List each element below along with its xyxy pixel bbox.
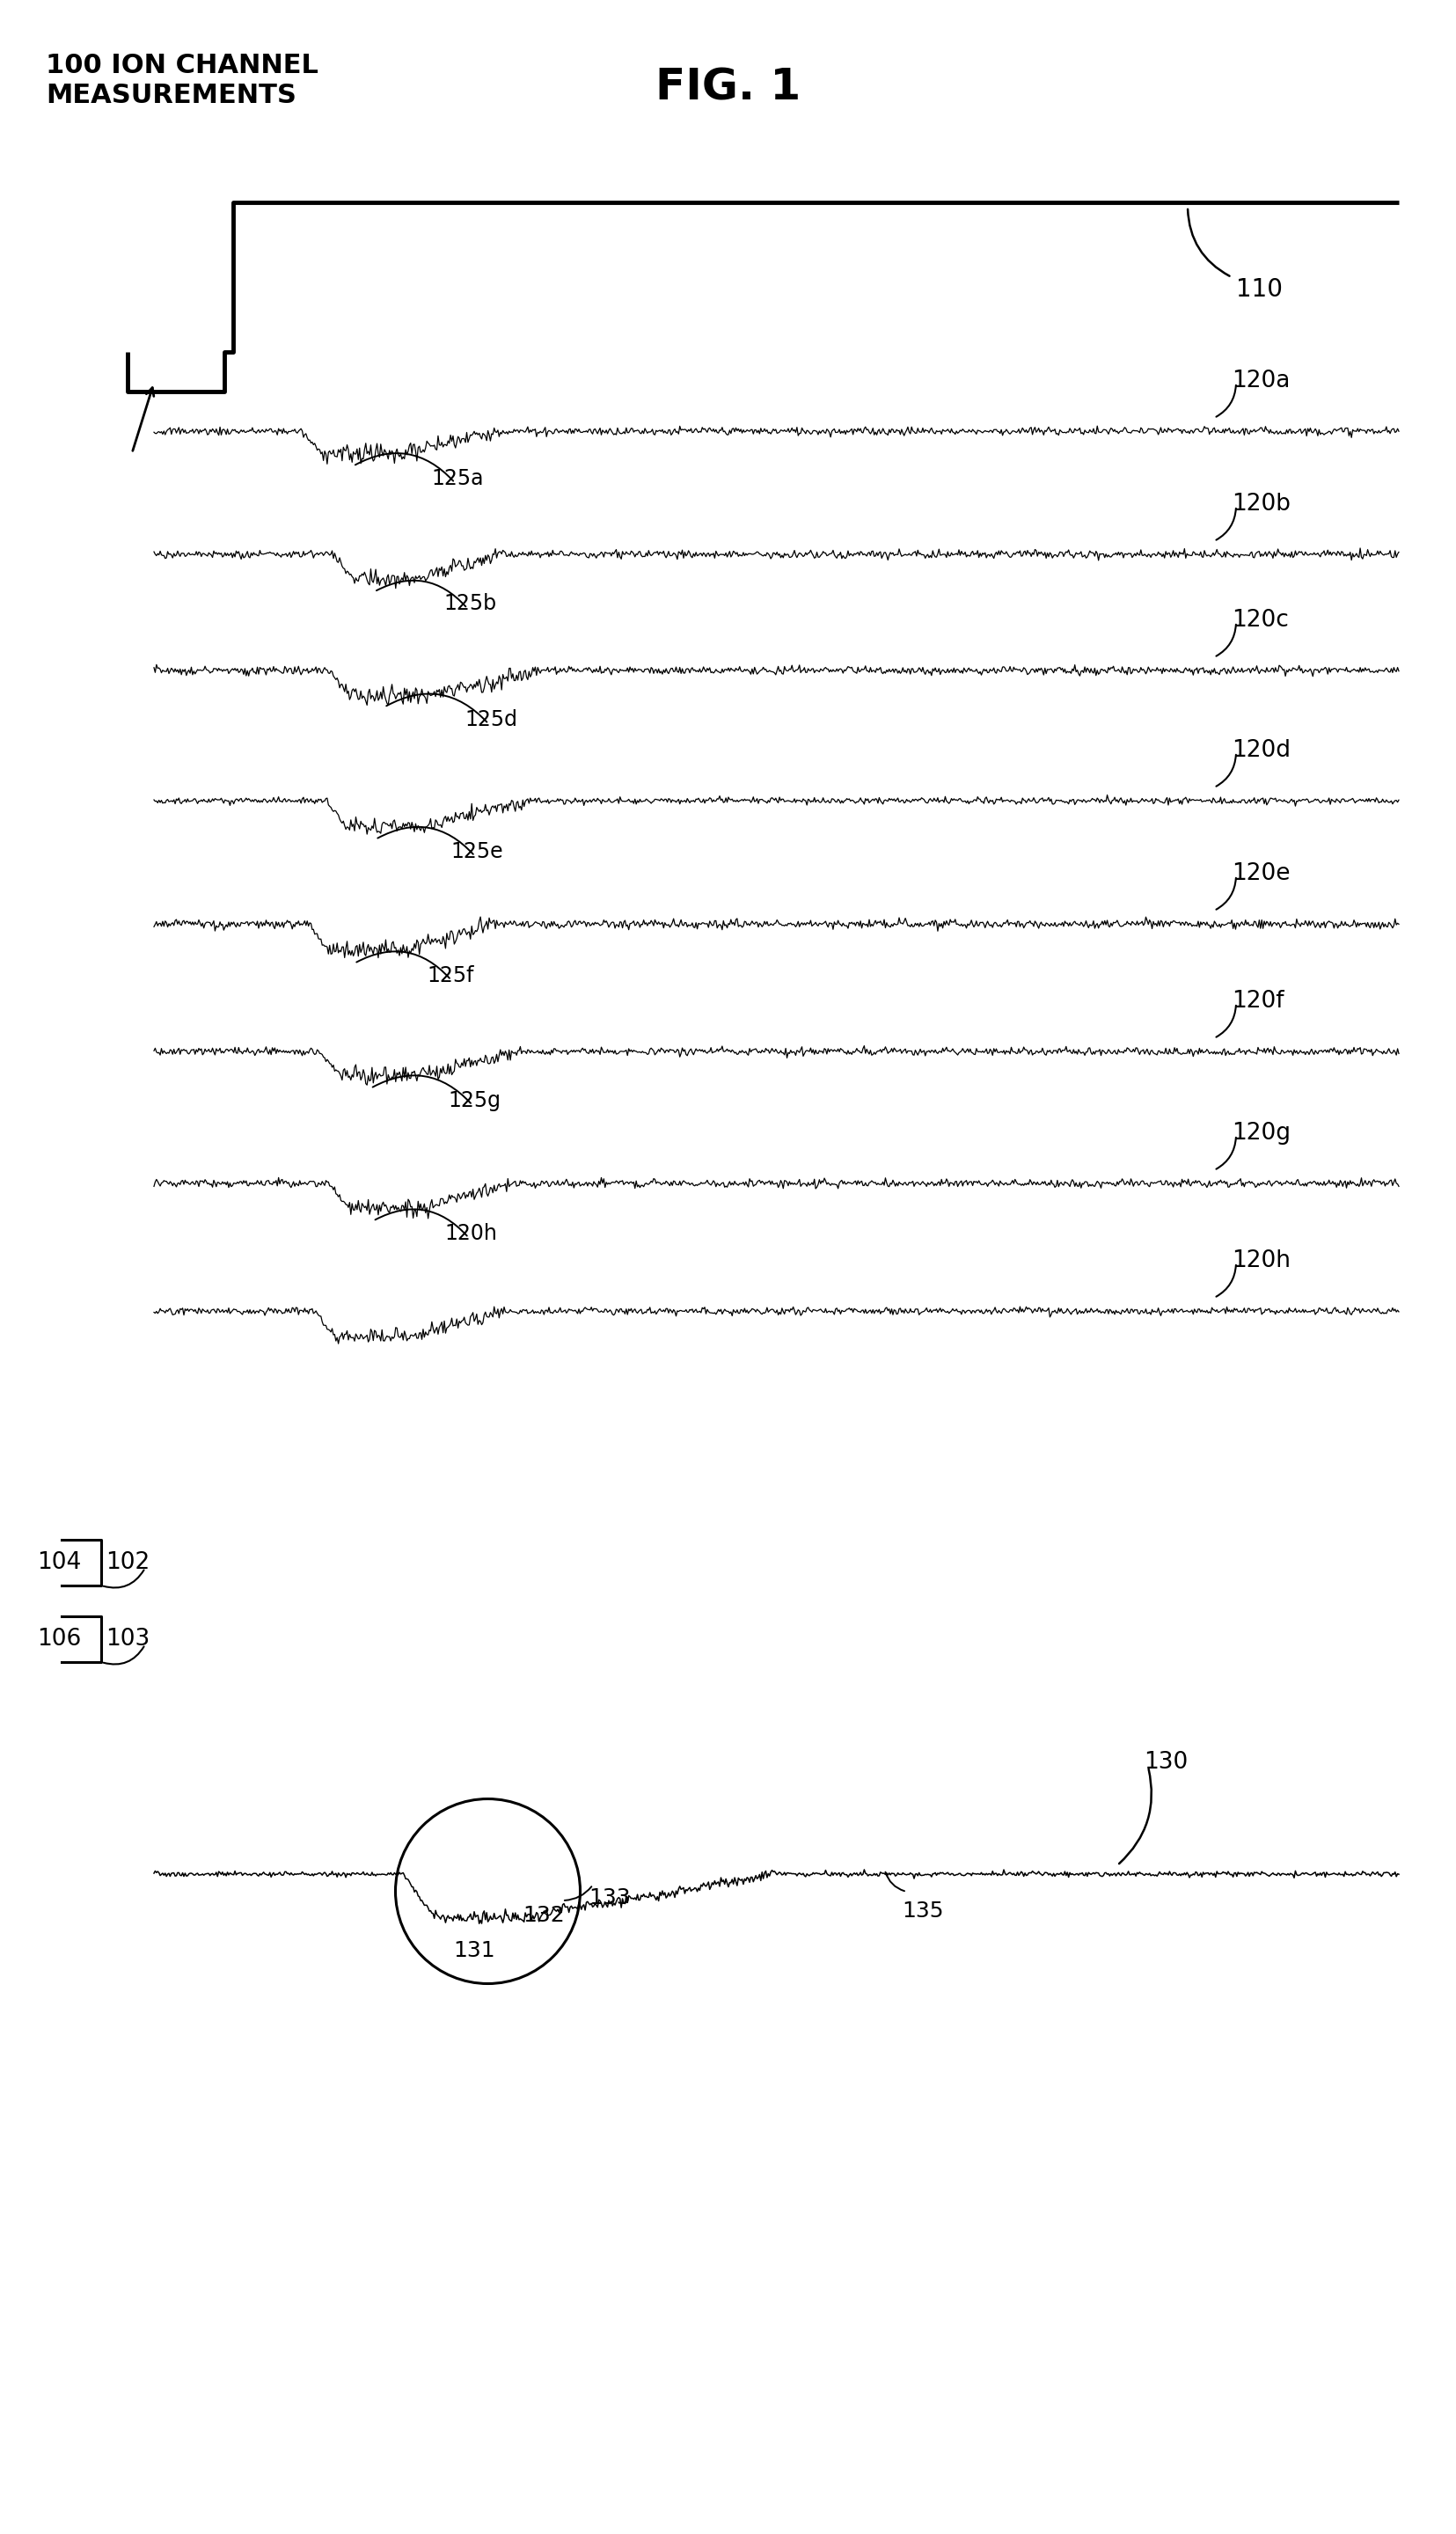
Text: 125b: 125b xyxy=(444,593,496,616)
Text: 125e: 125e xyxy=(451,841,504,862)
Text: 106: 106 xyxy=(36,1627,82,1650)
Text: FIG. 1: FIG. 1 xyxy=(655,66,801,109)
Text: 110: 110 xyxy=(1236,276,1283,302)
Text: 135: 135 xyxy=(903,1900,943,1921)
Text: 125d: 125d xyxy=(464,710,517,730)
Text: 120e: 120e xyxy=(1232,862,1290,884)
Text: 132: 132 xyxy=(523,1906,565,1926)
Text: 130: 130 xyxy=(1143,1751,1188,1774)
Text: 120d: 120d xyxy=(1232,740,1290,763)
Text: 104: 104 xyxy=(36,1551,82,1574)
Text: 120b: 120b xyxy=(1232,492,1290,514)
Text: 120a: 120a xyxy=(1232,370,1290,393)
Text: 120f: 120f xyxy=(1232,991,1284,1014)
Text: 120c: 120c xyxy=(1232,608,1289,631)
Text: 125f: 125f xyxy=(428,965,475,986)
Text: 120h: 120h xyxy=(1232,1249,1290,1272)
Text: 102: 102 xyxy=(106,1551,150,1574)
Text: 133: 133 xyxy=(588,1888,630,1908)
Text: 125g: 125g xyxy=(448,1090,501,1112)
Text: 131: 131 xyxy=(454,1939,495,1961)
Text: 120h: 120h xyxy=(446,1224,498,1244)
Text: 120g: 120g xyxy=(1232,1123,1290,1145)
Text: 103: 103 xyxy=(106,1627,150,1650)
Text: 125a: 125a xyxy=(431,469,483,489)
Text: 100 ION CHANNEL
MEASUREMENTS: 100 ION CHANNEL MEASUREMENTS xyxy=(45,53,319,109)
